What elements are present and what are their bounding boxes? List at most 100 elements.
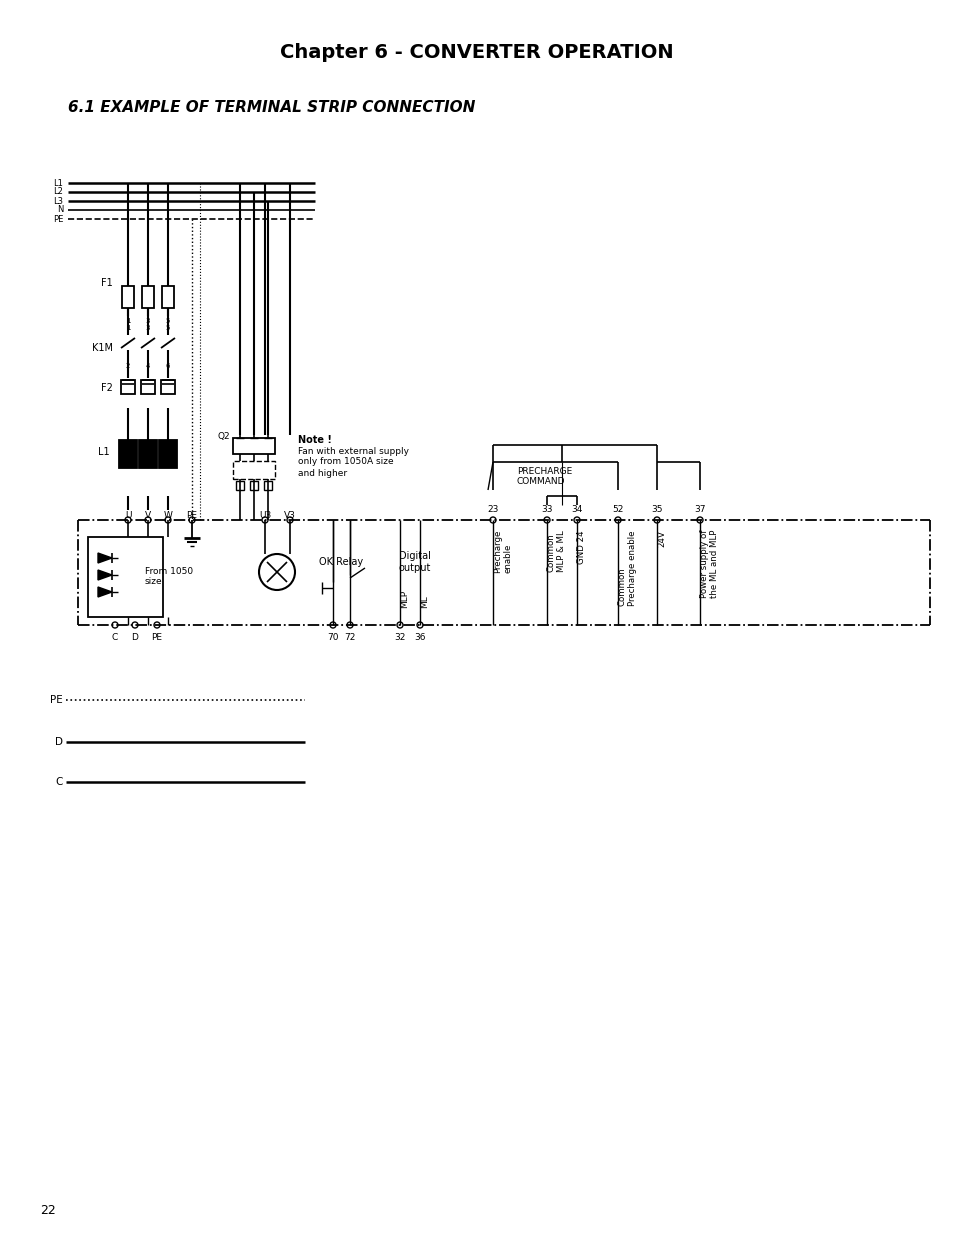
Bar bbox=[139, 440, 157, 468]
Text: U3: U3 bbox=[258, 510, 271, 520]
Text: 32: 32 bbox=[394, 634, 405, 642]
Text: 36: 36 bbox=[414, 634, 425, 642]
Text: C: C bbox=[55, 777, 63, 787]
Text: L2: L2 bbox=[53, 188, 63, 196]
Text: 1: 1 bbox=[126, 317, 131, 324]
Text: PE: PE bbox=[51, 695, 63, 705]
Circle shape bbox=[125, 517, 131, 522]
Circle shape bbox=[132, 622, 138, 629]
Text: Common
Precharge enable: Common Precharge enable bbox=[618, 530, 637, 605]
Text: C: C bbox=[112, 634, 118, 642]
Text: only from 1050A size: only from 1050A size bbox=[297, 457, 394, 467]
Text: Precharge
enable: Precharge enable bbox=[493, 530, 512, 573]
Bar bbox=[88, 537, 163, 618]
Bar bbox=[121, 380, 135, 394]
Text: 6.1 EXAMPLE OF TERMINAL STRIP CONNECTION: 6.1 EXAMPLE OF TERMINAL STRIP CONNECTION bbox=[68, 100, 475, 116]
Text: 52: 52 bbox=[612, 505, 623, 515]
Circle shape bbox=[165, 517, 171, 522]
Bar bbox=[141, 380, 154, 394]
Circle shape bbox=[615, 517, 620, 522]
Text: F2: F2 bbox=[101, 383, 112, 393]
Text: PRECHARGE: PRECHARGE bbox=[517, 468, 572, 477]
Text: W: W bbox=[163, 510, 172, 520]
Text: 72: 72 bbox=[344, 634, 355, 642]
Circle shape bbox=[112, 622, 118, 629]
Text: PE: PE bbox=[52, 215, 63, 224]
Bar bbox=[159, 440, 177, 468]
Text: PE: PE bbox=[186, 510, 197, 520]
Text: Chapter 6 - CONVERTER OPERATION: Chapter 6 - CONVERTER OPERATION bbox=[280, 42, 673, 62]
Bar bbox=[233, 438, 274, 454]
Text: N: N bbox=[56, 205, 63, 215]
Circle shape bbox=[416, 622, 422, 629]
Circle shape bbox=[697, 517, 702, 522]
Text: L3: L3 bbox=[53, 196, 63, 205]
Circle shape bbox=[543, 517, 550, 522]
Text: OK Relay: OK Relay bbox=[318, 557, 363, 567]
Text: Fan with external supply: Fan with external supply bbox=[297, 447, 409, 456]
Text: Power supply of
the ML and MLP: Power supply of the ML and MLP bbox=[700, 530, 719, 599]
Text: 33: 33 bbox=[540, 505, 552, 515]
Polygon shape bbox=[98, 587, 112, 597]
Text: Note !: Note ! bbox=[297, 435, 332, 445]
Text: V: V bbox=[145, 510, 151, 520]
Text: K1M: K1M bbox=[91, 343, 112, 353]
Text: 23: 23 bbox=[487, 505, 498, 515]
Bar bbox=[119, 440, 137, 468]
Text: U: U bbox=[125, 510, 132, 520]
Text: D: D bbox=[55, 737, 63, 747]
Circle shape bbox=[153, 622, 160, 629]
Text: ML: ML bbox=[419, 595, 429, 608]
Text: 34: 34 bbox=[571, 505, 582, 515]
Text: 24V: 24V bbox=[657, 530, 665, 547]
Polygon shape bbox=[98, 571, 112, 580]
Text: 3: 3 bbox=[146, 325, 150, 331]
Circle shape bbox=[330, 622, 335, 629]
Circle shape bbox=[654, 517, 659, 522]
Text: 37: 37 bbox=[694, 505, 705, 515]
Circle shape bbox=[262, 517, 268, 522]
Bar bbox=[161, 380, 174, 394]
Text: GND 24: GND 24 bbox=[577, 530, 585, 563]
Bar bbox=[264, 480, 272, 490]
Text: L1: L1 bbox=[98, 447, 110, 457]
Text: size: size bbox=[145, 578, 162, 587]
Text: output: output bbox=[398, 563, 431, 573]
Bar bbox=[122, 287, 133, 308]
Circle shape bbox=[347, 622, 353, 629]
Bar bbox=[142, 287, 153, 308]
Text: 1: 1 bbox=[126, 325, 131, 331]
Text: 6: 6 bbox=[166, 363, 170, 369]
Text: and higher: and higher bbox=[297, 468, 347, 478]
Text: From 1050: From 1050 bbox=[145, 568, 193, 577]
Circle shape bbox=[145, 517, 151, 522]
Text: 5: 5 bbox=[166, 325, 170, 331]
Text: 2: 2 bbox=[126, 363, 130, 369]
Bar bbox=[235, 480, 244, 490]
Text: Digital: Digital bbox=[398, 551, 431, 561]
Text: 4: 4 bbox=[146, 363, 150, 369]
Text: PE: PE bbox=[152, 634, 162, 642]
Bar bbox=[250, 480, 257, 490]
Text: 3: 3 bbox=[146, 317, 150, 324]
Circle shape bbox=[490, 517, 496, 522]
Text: COMMAND: COMMAND bbox=[517, 478, 565, 487]
Text: Q2: Q2 bbox=[217, 432, 230, 441]
Circle shape bbox=[287, 517, 293, 522]
Circle shape bbox=[189, 517, 194, 522]
Text: F1: F1 bbox=[101, 278, 112, 288]
Text: L1: L1 bbox=[53, 179, 63, 188]
Text: Common
MLP & ML: Common MLP & ML bbox=[546, 530, 566, 572]
Bar bbox=[233, 461, 274, 479]
Text: 35: 35 bbox=[651, 505, 662, 515]
Text: D: D bbox=[132, 634, 138, 642]
Text: 22: 22 bbox=[40, 1203, 55, 1216]
Circle shape bbox=[574, 517, 579, 522]
Text: MLP: MLP bbox=[399, 590, 409, 608]
Text: 5: 5 bbox=[166, 317, 170, 324]
Circle shape bbox=[258, 555, 294, 590]
Circle shape bbox=[396, 622, 402, 629]
Text: V3: V3 bbox=[284, 510, 295, 520]
Text: 70: 70 bbox=[327, 634, 338, 642]
Polygon shape bbox=[98, 553, 112, 563]
